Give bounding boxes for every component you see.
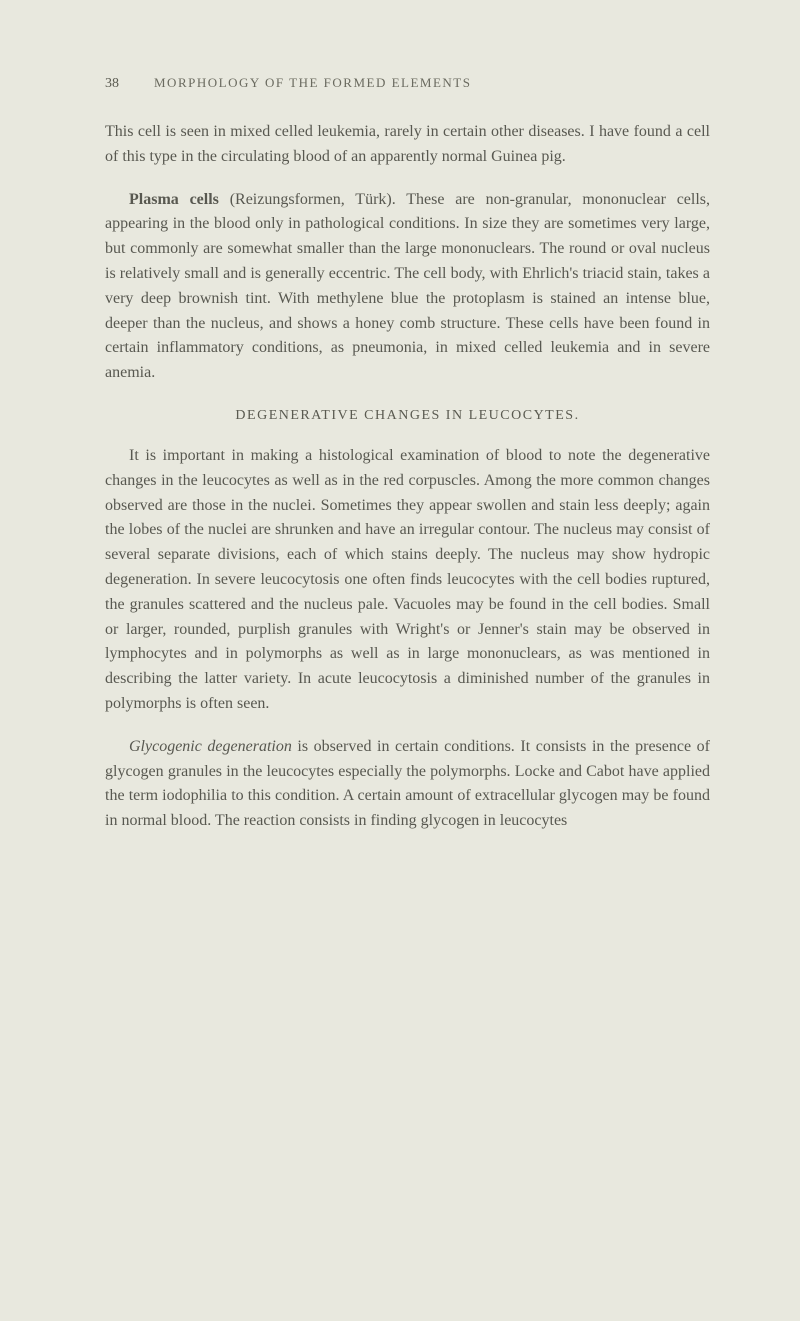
paragraph-2-text: (Reizungsformen, Türk). These are non-gr…: [105, 191, 710, 382]
plasma-cells-term: Plasma cells: [129, 191, 219, 208]
running-title: MORPHOLOGY OF THE FORMED ELEMENTS: [154, 75, 471, 91]
section-heading: DEGENERATIVE CHANGES IN LEUCOCYTES.: [105, 408, 710, 424]
glycogenic-term: Glycogenic degeneration: [129, 738, 292, 755]
page-container: 38 MORPHOLOGY OF THE FORMED ELEMENTS Thi…: [0, 0, 800, 1321]
paragraph-4: Glycogenic degeneration is observed in c…: [105, 735, 710, 834]
paragraph-3: It is important in making a histological…: [105, 444, 710, 717]
page-header: 38 MORPHOLOGY OF THE FORMED ELEMENTS: [105, 75, 710, 92]
page-number: 38: [105, 76, 119, 92]
paragraph-2: Plasma cells (Reizungsformen, Türk). The…: [105, 188, 710, 386]
paragraph-1: This cell is seen in mixed celled leukem…: [105, 120, 710, 170]
